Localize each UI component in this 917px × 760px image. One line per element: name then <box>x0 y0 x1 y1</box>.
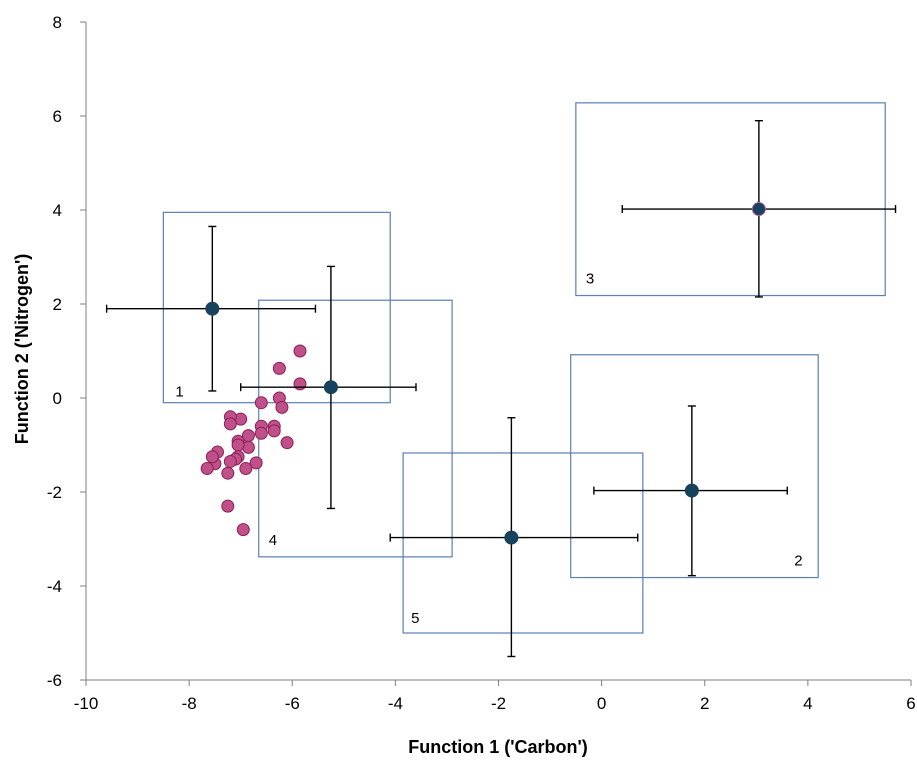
error-bars <box>105 119 897 658</box>
sample-point <box>221 466 235 480</box>
sample-point <box>275 400 289 414</box>
sample-point <box>293 377 307 391</box>
group-box-2 <box>570 354 819 579</box>
group-boxes <box>162 102 886 634</box>
group-label-4: 4 <box>269 532 277 549</box>
sample-point <box>293 344 307 358</box>
sample-point <box>254 426 268 440</box>
sample-point <box>249 456 263 470</box>
x-tick-label: 4 <box>803 694 812 713</box>
sample-point <box>239 462 253 475</box>
sample-point <box>200 462 214 475</box>
x-tick-label: 6 <box>906 694 915 713</box>
sample-point <box>205 450 219 464</box>
group-label-1: 1 <box>175 384 183 401</box>
sample-point <box>280 436 294 450</box>
sample-point <box>231 438 245 452</box>
y-tick-label: 6 <box>53 107 62 126</box>
centroid-4 <box>323 380 338 395</box>
sample-point <box>272 361 286 375</box>
sample-point <box>223 454 237 468</box>
x-tick-label: -4 <box>388 694 403 713</box>
sample-points <box>200 344 307 537</box>
x-tick-label: 2 <box>700 694 709 713</box>
group-box-3 <box>575 102 886 297</box>
sample-point <box>223 417 237 431</box>
x-axis-title: Function 1 ('Carbon') <box>408 737 588 757</box>
centroid-5 <box>504 530 519 545</box>
x-tick-label: -8 <box>182 694 197 713</box>
axes <box>85 22 911 681</box>
y-axis-ticks: -6 -4 -2 0 2 4 6 8 <box>47 13 86 690</box>
group-label-3: 3 <box>586 271 594 288</box>
y-tick-label: 2 <box>53 295 62 314</box>
group-label-2: 2 <box>794 553 802 570</box>
group-box-5 <box>402 452 644 634</box>
sample-point <box>254 396 268 410</box>
x-tick-label: -2 <box>491 694 506 713</box>
centroid-1 <box>205 301 220 316</box>
y-tick-label: 8 <box>53 13 62 32</box>
y-axis-title: Function 2 ('Nitrogen') <box>12 254 32 445</box>
centroid-3 <box>751 202 766 217</box>
y-tick-label: 4 <box>53 201 62 220</box>
x-axis-ticks: -10 -8 -6 -4 -2 0 2 4 6 <box>74 680 916 713</box>
group-labels: 1 2 3 4 5 <box>175 271 802 627</box>
x-tick-label: -6 <box>285 694 300 713</box>
sample-point <box>267 424 281 438</box>
y-tick-label: -4 <box>47 577 62 596</box>
y-tick-label: -6 <box>47 671 62 690</box>
y-tick-label: 0 <box>53 389 62 408</box>
group-centroids <box>205 202 766 545</box>
group-label-5: 5 <box>411 610 419 627</box>
sample-point <box>236 523 250 537</box>
x-tick-label: 0 <box>597 694 606 713</box>
x-tick-label: -10 <box>74 694 99 713</box>
y-tick-label: -2 <box>47 483 62 502</box>
sample-point <box>221 499 235 513</box>
group-box-4 <box>258 299 453 558</box>
centroid-2 <box>684 483 699 498</box>
